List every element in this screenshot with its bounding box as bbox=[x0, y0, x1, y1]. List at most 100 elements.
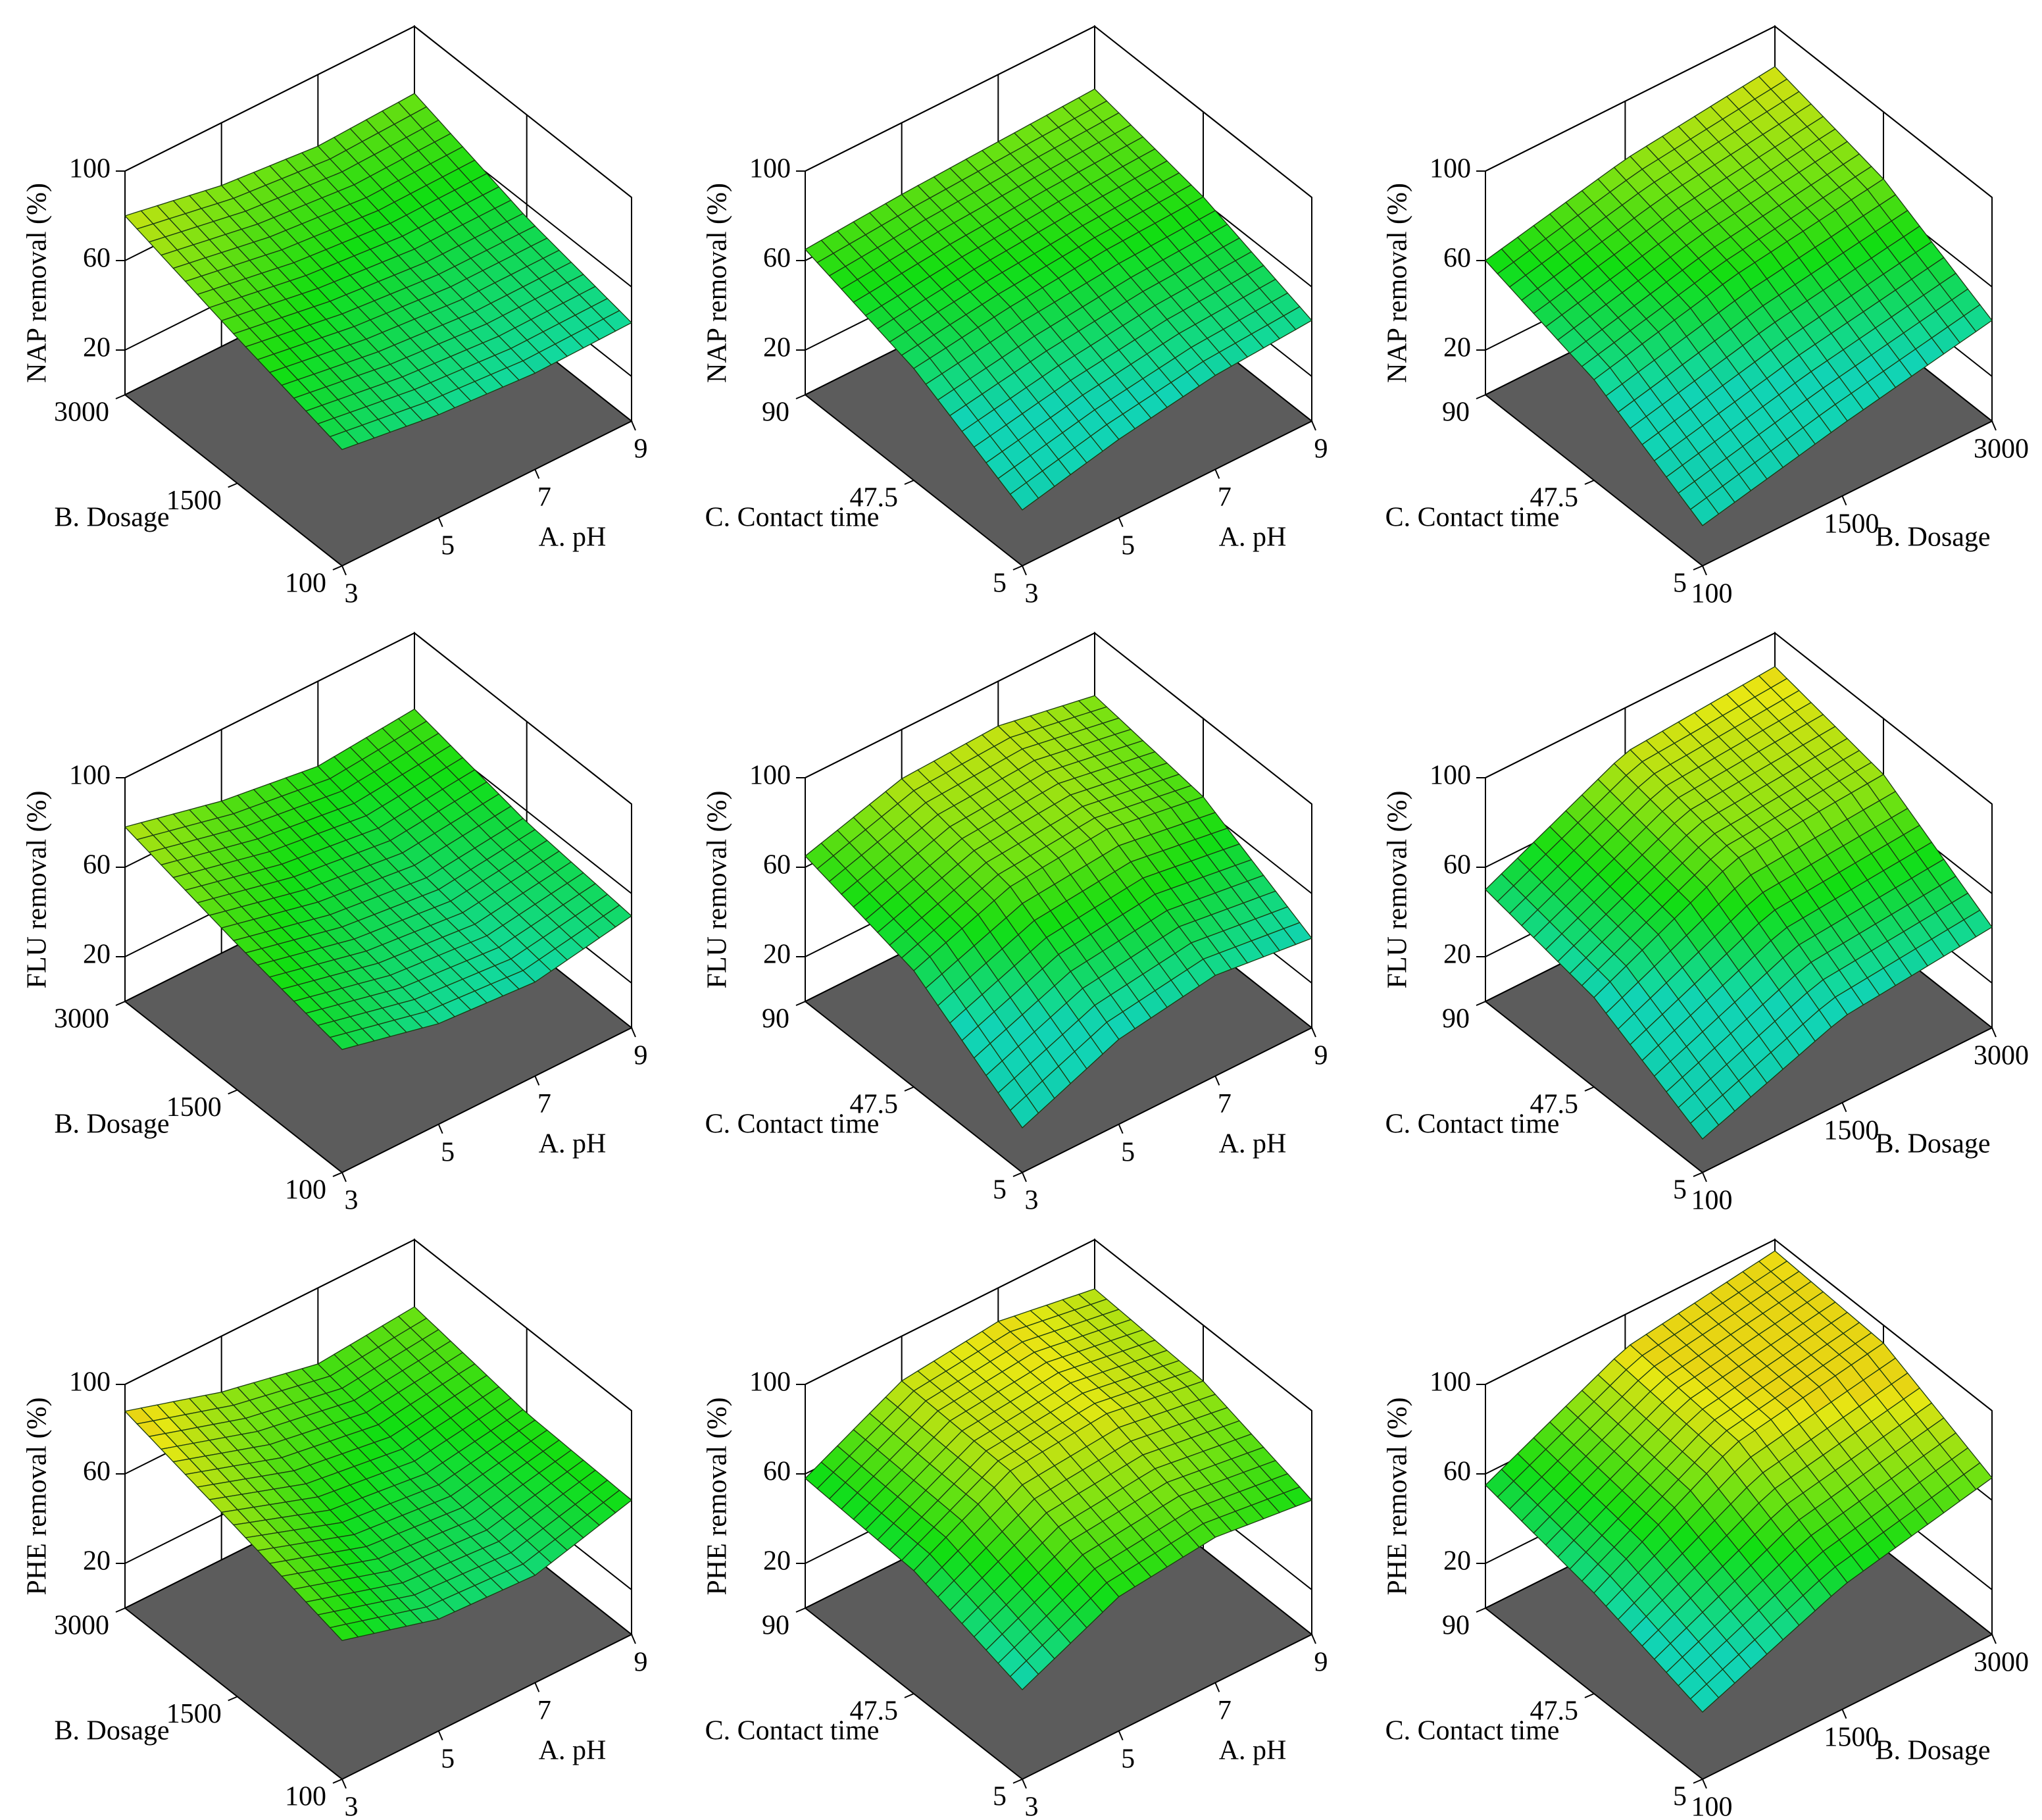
y-tick-label: 47.5 bbox=[1530, 483, 1579, 513]
tick bbox=[332, 565, 343, 570]
z-tick-label: 20 bbox=[83, 1546, 111, 1577]
y-tick-label: 5 bbox=[993, 569, 1007, 599]
tick bbox=[1214, 468, 1220, 479]
tick bbox=[534, 1075, 540, 1086]
z-axis-label: PHE removal (%) bbox=[703, 1398, 733, 1596]
x-tick-label: 5 bbox=[441, 1744, 455, 1774]
panel: 20 60 100 100 1500 3000 5 47.5 90 PHE removal (%)… bbox=[1383, 1238, 2029, 1820]
tick bbox=[631, 420, 636, 431]
z-tick-label: 20 bbox=[1443, 940, 1471, 970]
y-tick-label: 90 bbox=[762, 1004, 789, 1034]
tick bbox=[1693, 1172, 1703, 1177]
z-tick-label: 60 bbox=[763, 850, 791, 880]
x-axis-label: A. pH bbox=[539, 1736, 607, 1766]
tick bbox=[115, 1001, 126, 1006]
z-tick-label: 60 bbox=[763, 1457, 791, 1487]
z-axis-label: NAP removal (%) bbox=[22, 183, 53, 383]
tick bbox=[1012, 565, 1023, 570]
y-tick-label: 47.5 bbox=[850, 483, 899, 513]
y-tick-label: 90 bbox=[1442, 1611, 1470, 1641]
z-tick-label: 20 bbox=[763, 940, 791, 970]
tick bbox=[341, 1172, 347, 1182]
y-axis-label: C. Contact time bbox=[1385, 1109, 1560, 1140]
surface-patch bbox=[1689, 1683, 1720, 1713]
y-tick-label: 1500 bbox=[166, 1699, 222, 1729]
tick bbox=[437, 1124, 443, 1134]
x-tick-label: 100 bbox=[1691, 1186, 1733, 1216]
x-tick-label: 9 bbox=[1314, 1648, 1328, 1678]
z-axis-label: NAP removal (%) bbox=[703, 183, 733, 383]
x-axis-label: B. Dosage bbox=[1876, 1129, 1991, 1159]
x-tick-label: 3000 bbox=[1974, 1648, 2029, 1678]
tick bbox=[795, 1607, 806, 1613]
tick bbox=[1991, 1634, 1997, 1644]
tick bbox=[1022, 1779, 1027, 1789]
y-tick-label: 90 bbox=[1442, 397, 1470, 428]
surface-patch bbox=[1009, 1660, 1039, 1690]
z-tick-label: 100 bbox=[69, 1367, 111, 1398]
tick bbox=[228, 482, 238, 488]
panel: 20 60 100 100 1500 3000 5 47.5 90 NAP removal (%)… bbox=[1383, 24, 2029, 609]
tick bbox=[795, 1001, 806, 1006]
surface bbox=[1485, 666, 1993, 1140]
x-tick-label: 9 bbox=[634, 1041, 648, 1071]
y-axis-label: C. Contact time bbox=[705, 1109, 880, 1140]
y-tick-label: 5 bbox=[1673, 1782, 1687, 1812]
tick bbox=[341, 1779, 347, 1789]
y-axis-label: C. Contact time bbox=[1385, 503, 1560, 533]
x-tick-label: 3 bbox=[345, 579, 359, 609]
surface bbox=[1485, 1250, 1993, 1713]
x-tick-label: 7 bbox=[1218, 482, 1232, 513]
y-tick-label: 5 bbox=[993, 1175, 1007, 1205]
x-tick-label: 100 bbox=[1691, 1792, 1733, 1820]
tick bbox=[1476, 394, 1486, 399]
x-tick-label: 3000 bbox=[1974, 1041, 2029, 1071]
z-tick-label: 60 bbox=[83, 243, 111, 274]
y-tick-label: 5 bbox=[993, 1782, 1007, 1812]
y-tick-label: 3000 bbox=[54, 397, 109, 428]
surface-patch bbox=[1009, 1095, 1039, 1128]
tick bbox=[1022, 1172, 1027, 1182]
y-tick-label: 100 bbox=[285, 569, 326, 599]
surface bbox=[1485, 66, 1993, 526]
x-tick-label: 3 bbox=[1025, 1186, 1039, 1216]
x-axis-label: A. pH bbox=[1219, 522, 1287, 553]
tick bbox=[341, 565, 347, 576]
surface bbox=[124, 708, 633, 1050]
tick bbox=[1311, 420, 1316, 431]
tick bbox=[1991, 1027, 1997, 1038]
x-tick-label: 100 bbox=[1691, 579, 1733, 609]
x-axis-label: A. pH bbox=[539, 1129, 607, 1159]
z-tick-label: 20 bbox=[1443, 1546, 1471, 1577]
z-tick-label: 60 bbox=[1443, 1457, 1471, 1487]
tick bbox=[332, 1779, 343, 1784]
z-tick-label: 20 bbox=[83, 333, 111, 363]
x-tick-label: 3000 bbox=[1974, 434, 2029, 465]
tick bbox=[904, 1693, 914, 1698]
tick bbox=[1702, 1172, 1707, 1182]
z-tick-label: 100 bbox=[749, 1367, 791, 1398]
z-axis-label: PHE removal (%) bbox=[22, 1398, 53, 1596]
z-tick-label: 100 bbox=[749, 761, 791, 791]
y-tick-label: 1500 bbox=[166, 1092, 222, 1123]
x-tick-label: 5 bbox=[1121, 530, 1135, 561]
surface-patch bbox=[1009, 482, 1039, 511]
z-axis-label: NAP removal (%) bbox=[1383, 183, 1413, 383]
surface bbox=[124, 1306, 633, 1641]
tick bbox=[1012, 1172, 1023, 1177]
tick bbox=[631, 1634, 636, 1644]
tick bbox=[1693, 565, 1703, 570]
tick bbox=[437, 1731, 443, 1741]
y-tick-label: 47.5 bbox=[850, 1090, 899, 1120]
surface-patch bbox=[329, 430, 359, 450]
tick bbox=[1118, 1731, 1124, 1741]
x-axis-label: B. Dosage bbox=[1876, 522, 1991, 553]
y-tick-label: 90 bbox=[762, 1611, 789, 1641]
tick bbox=[1841, 1102, 1847, 1113]
x-tick-label: 3 bbox=[345, 1186, 359, 1216]
z-tick-label: 100 bbox=[1430, 761, 1471, 791]
